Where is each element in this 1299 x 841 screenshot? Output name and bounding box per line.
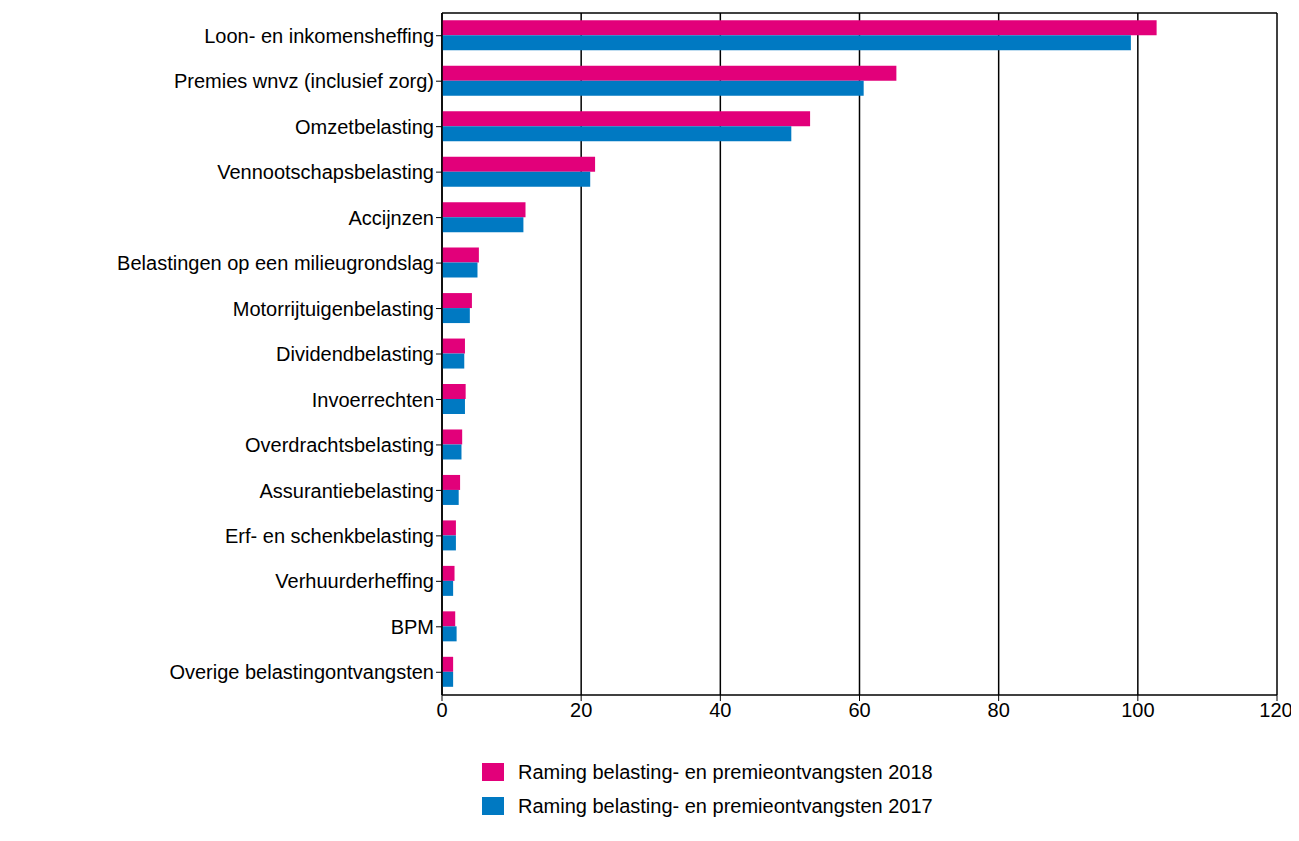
- svg-text:60: 60: [848, 699, 870, 721]
- html-text:Raming belasting- en premieont: Raming belasting- en premieontvangsten 2…: [518, 794, 933, 817]
- svg-text:Omzetbelasting: Omzetbelasting: [295, 116, 434, 138]
- svg-text:Belastingen op een milieugrond: Belastingen op een milieugrondslag: [117, 252, 434, 274]
- svg-text:Erf- en schenkbelasting: Erf- en schenkbelasting: [225, 525, 434, 547]
- svg-text:Motorrijtuigenbelasting: Motorrijtuigenbelasting: [233, 298, 434, 320]
- svg-text:Overige belastingontvangsten: Overige belastingontvangsten: [169, 661, 434, 683]
- svg-text:Overdrachtsbelasting: Overdrachtsbelasting: [245, 434, 434, 456]
- svg-text:20: 20: [570, 699, 592, 721]
- html-text:Raming belasting- en premieont: Raming belasting- en premieontvangsten 2…: [518, 760, 933, 783]
- svg-text:120: 120: [1259, 699, 1291, 721]
- svg-text:0: 0: [436, 699, 447, 721]
- svg-text:Verhuurderheffing: Verhuurderheffing: [275, 570, 434, 592]
- svg-text:40: 40: [709, 699, 731, 721]
- svg-text:80: 80: [988, 699, 1010, 721]
- svg-text:Loon- en inkomensheffing: Loon- en inkomensheffing: [204, 25, 434, 47]
- svg-text:Accijnzen: Accijnzen: [348, 207, 434, 229]
- svg-text:BPM: BPM: [391, 616, 434, 638]
- svg-text:Invoerrechten: Invoerrechten: [312, 389, 434, 411]
- svg-text:Assurantiebelasting: Assurantiebelasting: [259, 480, 434, 502]
- svg-text:Vennootschapsbelasting: Vennootschapsbelasting: [217, 161, 434, 183]
- svg-text:Premies wnvz (inclusief zorg): Premies wnvz (inclusief zorg): [174, 70, 434, 92]
- svg-text:Dividendbelasting: Dividendbelasting: [276, 343, 434, 365]
- svg-text:100: 100: [1121, 699, 1154, 721]
